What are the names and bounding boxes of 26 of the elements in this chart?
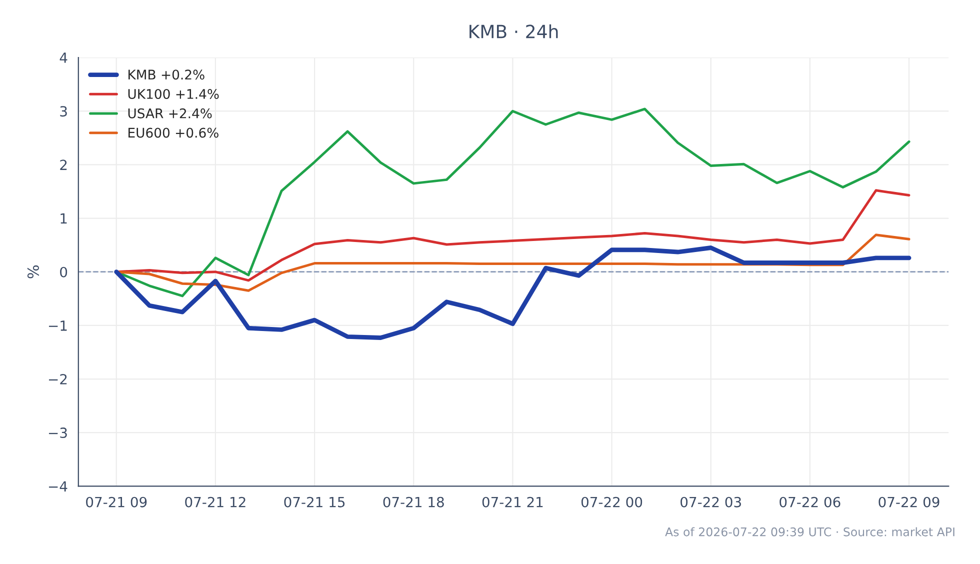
y-tick-label: 0 bbox=[60, 266, 68, 278]
text: As of 2026-07-22 09:39 UTC · Source: market API bbox=[665, 527, 954, 536]
y-axis-title: % bbox=[27, 265, 39, 278]
y-tick-label: 4 bbox=[60, 52, 68, 63]
y-tick-label: −4 bbox=[48, 481, 68, 492]
x-tick-label: 07-21 21 bbox=[482, 496, 543, 508]
x-tick-label: 07-21 09 bbox=[86, 496, 147, 508]
y-tick-label: 1 bbox=[60, 213, 67, 224]
x-tick-label: 07-21 18 bbox=[383, 496, 444, 508]
chart-title: KMB · 24h bbox=[470, 24, 558, 38]
y-tick-label: −2 bbox=[48, 374, 67, 384]
line-series bbox=[114, 246, 912, 340]
legend-label: EU600 +0.6% bbox=[128, 128, 218, 138]
y-tick-label: 3 bbox=[60, 106, 67, 117]
x-tick-label: 07-22 03 bbox=[680, 496, 741, 508]
x-tick-label: 07-22 06 bbox=[780, 496, 840, 508]
x-tick-label: 07-21 12 bbox=[185, 496, 246, 508]
x-tick-label: 07-22 09 bbox=[878, 496, 940, 508]
legend-label: KMB +0.2% bbox=[128, 70, 204, 80]
y-tick-label: −3 bbox=[48, 428, 67, 438]
x-tick-label: 07-22 00 bbox=[581, 496, 642, 508]
y-tick-label: 2 bbox=[60, 160, 67, 170]
legend-label: UK100 +1.4% bbox=[128, 89, 219, 99]
x-tick-label: 07-21 15 bbox=[284, 496, 345, 508]
legend-label: USAR +2.4% bbox=[128, 108, 212, 118]
y-tick-label: −1 bbox=[48, 320, 67, 331]
